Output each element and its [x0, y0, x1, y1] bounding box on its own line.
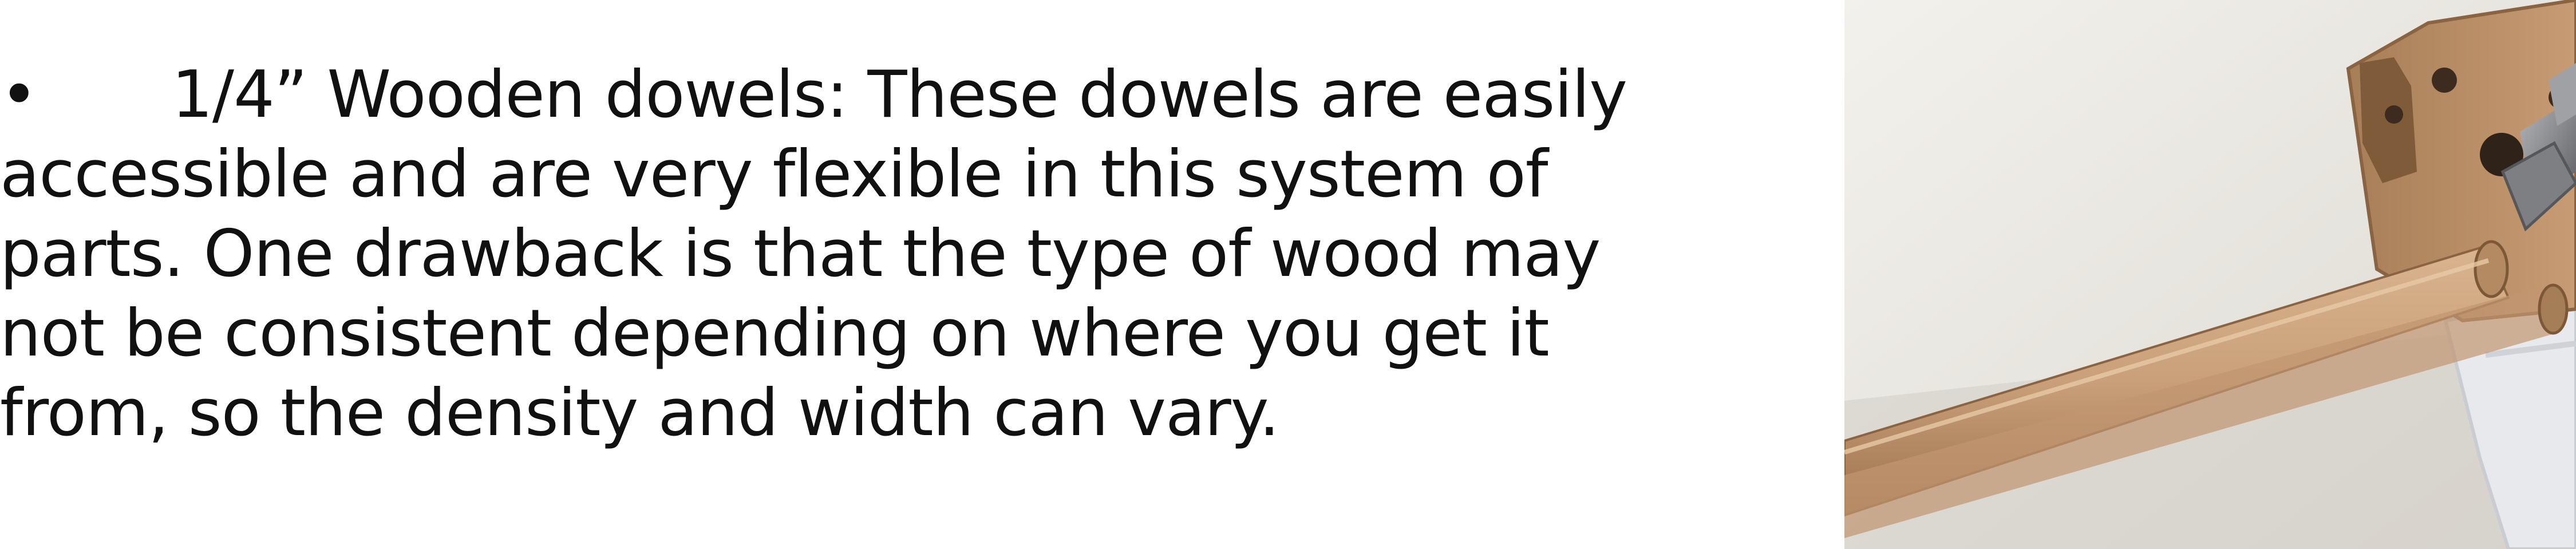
description-line-2: accessible and are very flexible in this… [0, 136, 1548, 212]
description-line-1: 1/4” Wooden dowels: These dowels are eas… [172, 57, 1627, 132]
dowel-description: • 1/4” Wooden dowels: These dowels are ea… [0, 55, 1660, 453]
dowel-entry-1 [2474, 240, 2509, 298]
dowel-entry-2 [2538, 283, 2569, 335]
plastic-connector-edge [2485, 341, 2576, 358]
wooden-dowel-second [1844, 286, 2560, 538]
dowel-photo-illustration [1844, 0, 2576, 549]
hub-hole-2 [2385, 105, 2403, 124]
bolt-thread [2549, 63, 2576, 126]
description-line-4: not be consistent depending on where you… [0, 295, 1550, 371]
wing-nut [2500, 141, 2576, 232]
description-line-5: from, so the density and width can vary. [0, 375, 1279, 451]
bullet-marker: • [0, 57, 38, 132]
dowel-photo [1844, 0, 2576, 549]
bullet-item-line: • 1/4” Wooden dowels: These dowels are ea… [0, 55, 1660, 135]
description-line-3: parts. One drawback is that the type of … [0, 216, 1601, 291]
dowel-highlight [1844, 258, 2490, 455]
hub-hole-1 [2432, 68, 2457, 93]
